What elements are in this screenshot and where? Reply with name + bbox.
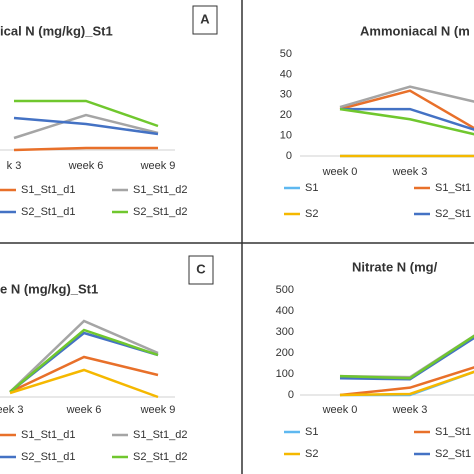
chart-title: ical N (mg/kg)_St1 (0, 23, 113, 38)
series-line (339, 85, 474, 109)
y-tick-label: 0 (288, 389, 294, 401)
x-tick-label: week 0 (322, 404, 358, 416)
series-line (9, 328, 159, 393)
legend-label: S1_St1 (435, 182, 471, 194)
chart-title: Ammoniacal N (m (360, 23, 470, 38)
y-tick-label: 100 (276, 368, 294, 380)
series-line (339, 334, 474, 379)
chart-title: Nitrate N (mg/ (352, 259, 438, 274)
panel-label: C (196, 261, 206, 276)
series-line (340, 107, 474, 131)
series-line (339, 334, 474, 380)
legend-label: S1_St1_d1 (21, 184, 75, 196)
legend-label: S2_St1 (435, 448, 471, 460)
y-tick-label: 30 (280, 89, 292, 101)
legend-label: S2_St1_d1 (21, 206, 75, 218)
y-tick-label: 400 (276, 305, 294, 317)
series-line (339, 336, 474, 381)
y-tick-label: 40 (280, 68, 292, 80)
legend-label: S1_St1_d2 (133, 184, 187, 196)
y-tick-label: 0 (286, 150, 292, 162)
x-tick-label: week 6 (68, 160, 104, 172)
y-tick-label: 500 (276, 284, 294, 296)
x-tick-label: week 0 (322, 166, 358, 178)
legend-label: S2_St1_d2 (133, 206, 187, 218)
legend-label: S2_St1_d2 (133, 451, 187, 463)
x-tick-label: week 9 (140, 160, 176, 172)
y-tick-label: 50 (280, 48, 292, 60)
x-tick-label: week 3 (392, 166, 428, 178)
x-tick-label: eek 3 (0, 404, 23, 416)
series-line (9, 355, 159, 394)
series-line (339, 370, 474, 397)
legend-label: S1_St1_d2 (133, 429, 187, 441)
series-line (13, 116, 159, 136)
series-line (9, 319, 159, 393)
series-line (339, 366, 474, 397)
series-line (339, 107, 474, 136)
legend-label: S1_St1 (435, 426, 471, 438)
legend-label: S2 (305, 448, 318, 460)
x-tick-label: week 9 (140, 404, 176, 416)
x-tick-label: week 3 (392, 404, 428, 416)
legend-label: S2 (305, 208, 318, 220)
y-tick-label: 20 (280, 109, 292, 121)
series-line (9, 331, 159, 393)
legend-label: S1_St1_d1 (21, 429, 75, 441)
x-tick-label: week 6 (66, 404, 102, 416)
y-tick-label: 300 (276, 326, 294, 338)
series-line (13, 146, 158, 152)
series-line (14, 99, 159, 128)
panel-label-box (188, 255, 214, 285)
series-line (9, 368, 159, 399)
legend-label: S2_St1_d1 (21, 451, 75, 463)
panel-label-box (192, 5, 218, 35)
legend-label: S2_St1 (435, 208, 471, 220)
series-line (339, 89, 474, 130)
panel-label: A (200, 11, 210, 26)
legend-label: S1 (305, 182, 318, 194)
y-tick-label: 200 (276, 347, 294, 359)
y-tick-label: 10 (280, 130, 292, 142)
chart-title: e N (mg/kg)_St1 (0, 281, 98, 296)
series-line (13, 113, 159, 140)
legend-label: S1 (305, 426, 318, 438)
x-tick-label: k 3 (7, 160, 22, 172)
